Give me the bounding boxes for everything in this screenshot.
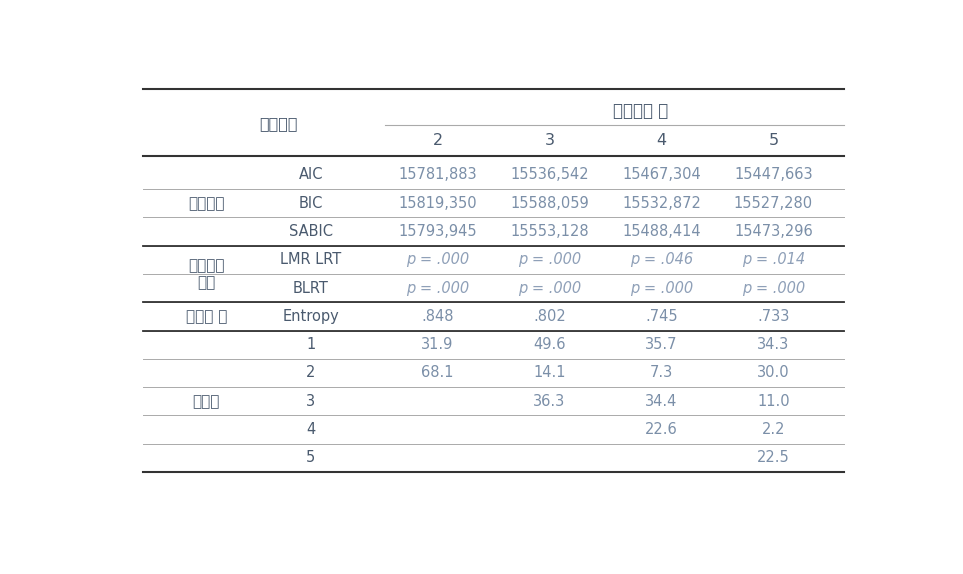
Text: 분류율: 분류율 bbox=[193, 394, 220, 409]
Text: Entropy: Entropy bbox=[282, 309, 339, 324]
Text: 15819,350: 15819,350 bbox=[399, 196, 477, 211]
Text: 31.9: 31.9 bbox=[422, 337, 454, 352]
Text: SABIC: SABIC bbox=[289, 224, 332, 239]
Text: 15467,304: 15467,304 bbox=[622, 168, 701, 183]
Text: 1: 1 bbox=[306, 337, 315, 352]
Text: 15553,128: 15553,128 bbox=[510, 224, 588, 239]
Text: 4: 4 bbox=[657, 133, 666, 148]
Text: 36.3: 36.3 bbox=[534, 394, 565, 409]
Text: 2.2: 2.2 bbox=[762, 422, 785, 437]
Text: 15536,542: 15536,542 bbox=[510, 168, 588, 183]
Text: p = .000: p = .000 bbox=[406, 253, 469, 267]
Text: 2: 2 bbox=[432, 133, 443, 148]
Text: 15488,414: 15488,414 bbox=[622, 224, 701, 239]
Text: 분류기준: 분류기준 bbox=[260, 116, 299, 131]
Text: 15527,280: 15527,280 bbox=[734, 196, 813, 211]
Text: 15447,663: 15447,663 bbox=[734, 168, 813, 183]
Text: 22.5: 22.5 bbox=[757, 451, 790, 466]
Text: .745: .745 bbox=[645, 309, 678, 324]
Text: p = .014: p = .014 bbox=[742, 253, 805, 267]
Text: 2: 2 bbox=[306, 366, 315, 381]
Text: 35.7: 35.7 bbox=[645, 337, 678, 352]
Text: p = .000: p = .000 bbox=[518, 253, 581, 267]
Text: .802: .802 bbox=[534, 309, 566, 324]
Text: 5: 5 bbox=[306, 451, 315, 466]
Text: p = .000: p = .000 bbox=[406, 281, 469, 296]
Text: 4: 4 bbox=[306, 422, 315, 437]
Text: p = .046: p = .046 bbox=[630, 253, 693, 267]
Text: 3: 3 bbox=[544, 133, 555, 148]
Text: 15781,883: 15781,883 bbox=[399, 168, 477, 183]
Text: .733: .733 bbox=[757, 309, 790, 324]
Text: p = .000: p = .000 bbox=[630, 281, 693, 296]
Text: 5: 5 bbox=[768, 133, 778, 148]
Text: 분류의 질: 분류의 질 bbox=[186, 309, 227, 324]
Text: BLRT: BLRT bbox=[293, 281, 328, 296]
Text: 정보지수: 정보지수 bbox=[188, 196, 224, 211]
Text: 15473,296: 15473,296 bbox=[734, 224, 813, 239]
Text: 49.6: 49.6 bbox=[534, 337, 565, 352]
Text: 34.3: 34.3 bbox=[757, 337, 790, 352]
Text: AIC: AIC bbox=[299, 168, 323, 183]
Text: 모형비교
검증: 모형비교 검증 bbox=[188, 258, 224, 290]
Text: p = .000: p = .000 bbox=[742, 281, 805, 296]
Text: 15532,872: 15532,872 bbox=[622, 196, 701, 211]
Text: 68.1: 68.1 bbox=[422, 366, 454, 381]
Text: 7.3: 7.3 bbox=[650, 366, 673, 381]
Text: 22.6: 22.6 bbox=[645, 422, 678, 437]
Text: 14.1: 14.1 bbox=[534, 366, 565, 381]
Text: BIC: BIC bbox=[299, 196, 323, 211]
Text: 30.0: 30.0 bbox=[757, 366, 790, 381]
Text: 15793,945: 15793,945 bbox=[399, 224, 477, 239]
Text: LMR LRT: LMR LRT bbox=[280, 253, 341, 267]
Text: .848: .848 bbox=[422, 309, 454, 324]
Text: 11.0: 11.0 bbox=[757, 394, 790, 409]
Text: 15588,059: 15588,059 bbox=[510, 196, 589, 211]
Text: 하위유형 수: 하위유형 수 bbox=[613, 102, 668, 120]
Text: 34.4: 34.4 bbox=[645, 394, 678, 409]
Text: p = .000: p = .000 bbox=[518, 281, 581, 296]
Text: 3: 3 bbox=[306, 394, 315, 409]
